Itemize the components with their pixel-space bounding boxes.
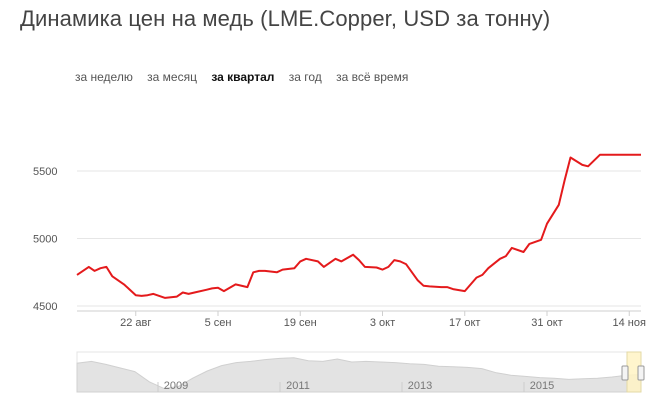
period-tabs: за неделю за месяц за квартал за год за … <box>75 70 419 84</box>
navigator-year-label: 2011 <box>286 380 310 392</box>
tab-week[interactable]: за неделю <box>75 70 133 84</box>
navigator-left-handle[interactable] <box>621 365 629 381</box>
tab-year[interactable]: за год <box>288 70 322 84</box>
navigator-area <box>76 357 642 393</box>
navigator-year-label: 2013 <box>408 380 432 392</box>
x-tick-label: 19 сен <box>284 317 317 329</box>
page-title: Динамика цен на медь (LME.Copper, USD за… <box>20 6 551 31</box>
y-tick-label: 5500 <box>33 166 57 178</box>
tab-all-time[interactable]: за всё время <box>336 70 409 84</box>
tab-month[interactable]: за месяц <box>147 70 197 84</box>
navigator-year-label: 2009 <box>164 380 188 392</box>
x-tick-label: 22 авг <box>120 317 151 329</box>
x-tick-label: 14 ноя <box>613 317 646 329</box>
tab-quarter[interactable]: за квартал <box>211 70 275 84</box>
x-tick-label: 5 сен <box>205 317 232 329</box>
y-tick-label: 5000 <box>33 234 57 246</box>
x-tick-label: 17 окт <box>449 317 480 329</box>
y-tick-label: 4500 <box>33 301 57 313</box>
navigator-year-label: 2015 <box>530 380 554 392</box>
price-series-line <box>76 153 641 299</box>
x-tick-label: 31 окт <box>531 317 562 329</box>
x-tick-label: 3 окт <box>370 317 395 329</box>
navigator-right-handle[interactable] <box>637 365 645 381</box>
